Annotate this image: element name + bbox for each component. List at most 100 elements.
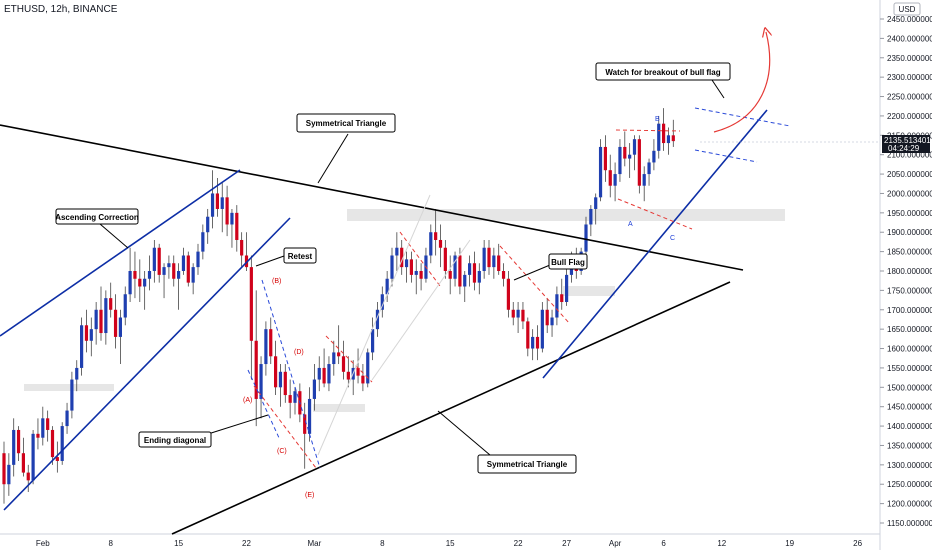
candle-up: [380, 294, 384, 310]
candle-up: [404, 259, 409, 268]
candle-up: [598, 146, 603, 198]
candle-up: [162, 267, 166, 275]
candle-up: [7, 464, 11, 485]
candle-up: [147, 271, 152, 279]
y-tick-label: 1850.000000: [887, 248, 932, 257]
y-tick-label: 1700.000000: [887, 306, 932, 315]
candle-up: [516, 309, 520, 318]
callout-watch-breakout: Watch for breakout of bull flag: [595, 62, 731, 99]
candle-down: [303, 414, 307, 434]
candle-down: [249, 267, 253, 341]
wave-label-blue-a: A: [628, 221, 633, 228]
x-tick-label: 12: [717, 539, 726, 548]
candle-down: [84, 325, 89, 341]
y-tick-label: 1400.000000: [887, 422, 932, 431]
candle-down: [497, 255, 501, 271]
candle-down: [36, 433, 40, 438]
candle-down: [511, 309, 515, 318]
y-tick-label: 1500.000000: [887, 383, 932, 392]
support-zone-left: [24, 384, 114, 391]
candle-down: [341, 356, 346, 372]
x-tick-label: Apr: [609, 539, 622, 548]
current-price-tag: [882, 135, 930, 153]
y-tick-label: 1150.000000: [887, 519, 932, 528]
candle-down: [535, 336, 540, 349]
candle-down: [322, 367, 326, 384]
flag-dash-1: [399, 231, 441, 287]
currency-button[interactable]: [893, 2, 921, 16]
candle-down: [26, 472, 30, 481]
candle-down: [356, 367, 360, 376]
y-tick-label: 1300.000000: [887, 461, 932, 470]
svg-text:Symmetrical Triangle: Symmetrical Triangle: [487, 460, 568, 469]
candle-up: [482, 247, 486, 271]
candle-up: [594, 197, 598, 209]
candle-up: [220, 197, 224, 209]
y-tick-label: 1600.000000: [887, 345, 932, 354]
candle-up: [632, 139, 637, 155]
candle-up: [555, 294, 559, 318]
candle-down: [501, 271, 506, 279]
candle-down: [254, 340, 258, 399]
candle-up: [540, 309, 544, 349]
candle-down: [225, 197, 229, 225]
candle-down: [46, 418, 50, 430]
y-tick-label: 2450.000000: [887, 15, 932, 24]
candle-up: [65, 410, 69, 427]
candle-down: [560, 294, 564, 303]
candle-up: [118, 317, 122, 337]
candle-up: [293, 391, 297, 403]
candle-up: [201, 232, 205, 252]
supply-zone: [347, 209, 785, 221]
candle-down: [186, 255, 190, 283]
candle-up: [613, 174, 617, 186]
candle-up: [385, 278, 389, 295]
support-zone-mid: [313, 404, 365, 412]
chart-title: ETHUSD, 12h, BINANCE: [4, 4, 118, 15]
candle-down: [448, 271, 452, 279]
candle-up: [550, 317, 554, 326]
candle-down: [400, 247, 404, 268]
y-tick-label: 2000.000000: [887, 189, 932, 198]
candle-up: [230, 212, 234, 225]
y-tick-label: 1950.000000: [887, 209, 932, 218]
candle-up: [264, 329, 268, 365]
x-tick-label: 22: [242, 539, 251, 548]
candle-up: [31, 433, 35, 481]
candle-up: [60, 426, 64, 461]
candle-down: [157, 247, 161, 275]
candle-down: [240, 239, 244, 256]
candle-down: [662, 123, 666, 144]
candle-down: [608, 170, 612, 186]
candle-up: [123, 294, 127, 318]
candle-down: [269, 329, 273, 357]
wave-label-b: (B): [272, 278, 281, 285]
currency-label: USD: [899, 5, 916, 14]
candle-up: [390, 255, 394, 279]
x-tick-label: 15: [446, 539, 455, 548]
wave-label-d: (D): [294, 349, 304, 356]
callout-bull-flag: Bull Flag: [513, 253, 588, 281]
callout-retest: Retest: [255, 247, 317, 267]
candle-up: [312, 379, 316, 399]
flag-dash-3: [325, 335, 373, 383]
y-tick-label: 1550.000000: [887, 364, 932, 373]
y-tick-label: 2250.000000: [887, 93, 932, 102]
svg-text:Ending diagonal: Ending diagonal: [144, 436, 206, 445]
candle-down: [409, 259, 413, 275]
candle-down: [99, 309, 103, 334]
candle-down: [545, 309, 549, 326]
y-tick-label: 1650.000000: [887, 325, 932, 334]
svg-text:Watch for breakout of bull fla: Watch for breakout of bull flag: [605, 68, 720, 77]
candle-down: [361, 375, 365, 384]
candle-up: [70, 379, 74, 411]
candle-down: [419, 271, 423, 279]
svg-text:Symmetrical Triangle: Symmetrical Triangle: [306, 119, 387, 128]
candle-down: [50, 429, 55, 458]
wave-label-a: (A): [243, 397, 252, 404]
candle-up: [196, 251, 200, 268]
candle-up: [531, 336, 535, 349]
x-tick-label: 19: [785, 539, 794, 548]
candle-up: [307, 398, 312, 434]
